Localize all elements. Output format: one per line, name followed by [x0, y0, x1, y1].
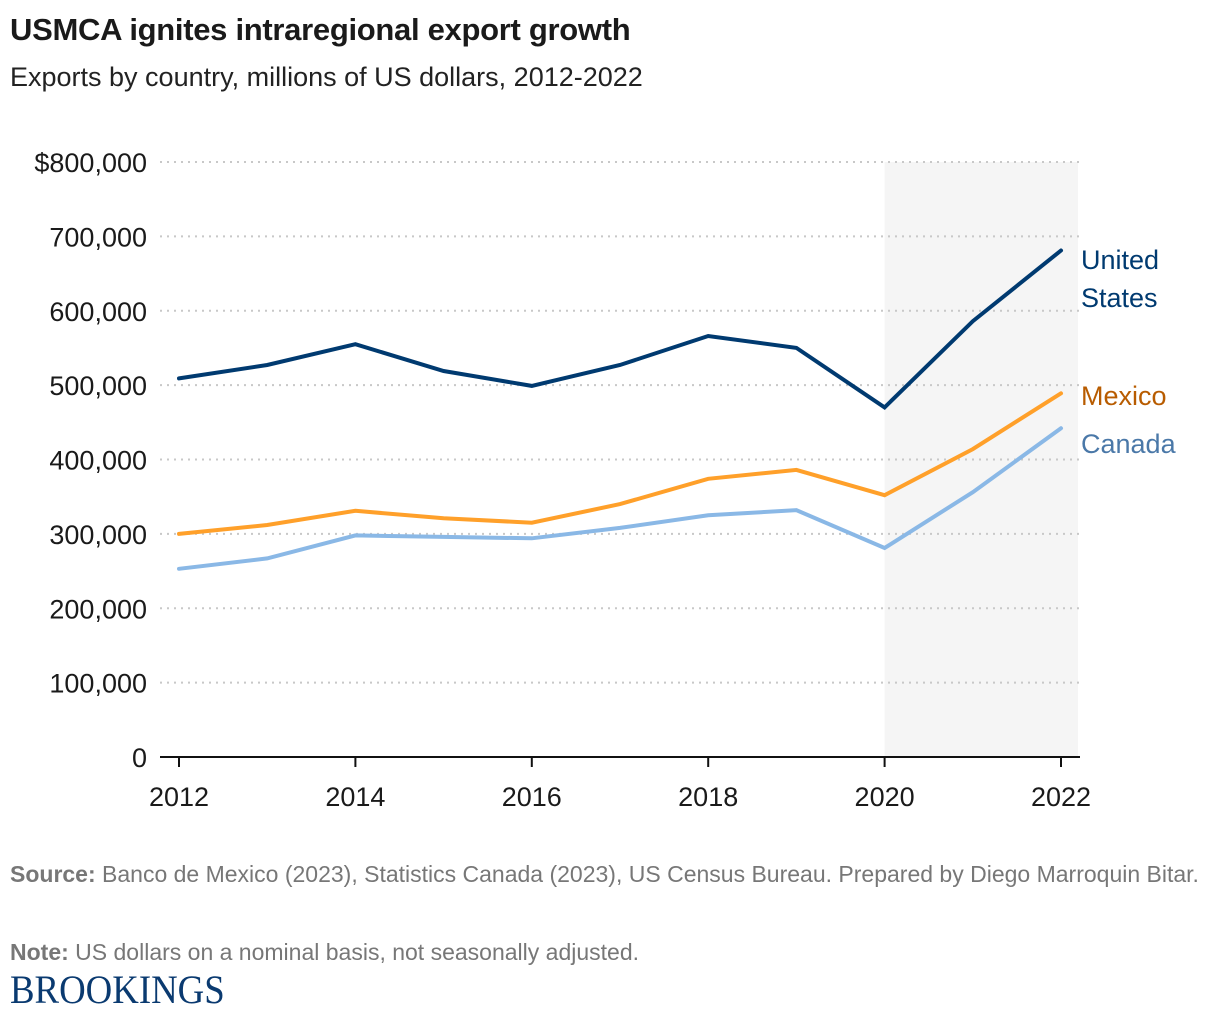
axes: 0 100,000 200,000 300,000 400,000 500,000 600,…	[34, 148, 1091, 812]
x-tick-label: 2016	[502, 782, 562, 812]
note: Note: US dollars on a nominal basis, not…	[10, 934, 1200, 970]
series-line-mexico	[177, 391, 1063, 536]
y-tick-label: 600,000	[49, 297, 147, 327]
highlight-layer	[884, 162, 1078, 757]
y-tick-label: 200,000	[49, 594, 147, 624]
note-text: US dollars on a nominal basis, not seaso…	[68, 939, 639, 965]
line-chart: 0 100,000 200,000 300,000 400,000 500,000 600,…	[34, 148, 1177, 812]
y-tick-label: $800,000	[34, 148, 147, 178]
note-label: Note:	[10, 939, 69, 965]
x-tick-label: 2020	[855, 782, 915, 812]
y-tick-label: 500,000	[49, 371, 147, 401]
x-tick-label: 2012	[149, 782, 209, 812]
series-line-canada	[177, 426, 1063, 571]
chart-title: USMCA ignites intraregional export growt…	[10, 12, 631, 47]
y-tick-label: 400,000	[49, 446, 147, 476]
series-line-united-states	[177, 248, 1063, 410]
y-tick-label: 300,000	[49, 520, 147, 550]
source-text: Banco de Mexico (2023), Statistics Canad…	[95, 861, 1199, 887]
source-label: Source:	[10, 861, 96, 887]
x-tick-label: 2018	[678, 782, 738, 812]
y-tick-label: 100,000	[49, 669, 147, 699]
x-tick-label: 2014	[325, 782, 385, 812]
series-label-mexico: Mexico	[1081, 381, 1167, 411]
x-tick-label: 2022	[1031, 782, 1091, 812]
series-lines	[177, 248, 1063, 571]
brookings-logo: BROOKINGS	[10, 967, 225, 1012]
y-tick-label: 700,000	[49, 222, 147, 252]
chart-subtitle: Exports by country, millions of US dolla…	[10, 62, 643, 92]
series-label-canada: Canada	[1081, 429, 1177, 459]
highlight-region-2020-2022	[884, 162, 1078, 757]
series-labels: United States Mexico Canada	[1081, 245, 1177, 459]
series-label-united-states: United	[1081, 245, 1159, 275]
series-label-united-states: States	[1081, 283, 1158, 313]
y-tick-label: 0	[132, 743, 147, 773]
source-note: Source: Banco de Mexico (2023), Statisti…	[10, 856, 1200, 892]
